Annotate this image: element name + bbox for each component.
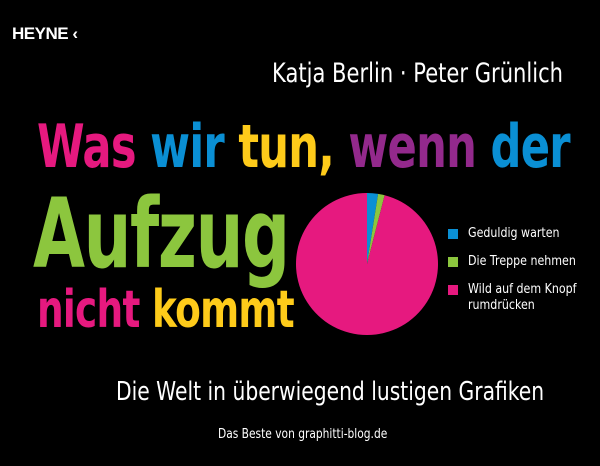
legend-item: Die Treppe nehmen: [448, 254, 596, 270]
publisher-name: HEYNE: [12, 24, 69, 43]
publisher-logo: HEYNE ‹: [12, 24, 78, 44]
title-word: kommt: [151, 280, 295, 340]
legend-swatch-green: [448, 257, 458, 267]
title-word: wir: [150, 112, 225, 182]
title-word: der: [490, 112, 571, 182]
title-word: Aufzug: [33, 178, 290, 290]
title-word: nicht: [37, 280, 140, 340]
pie-slice-2: [367, 193, 385, 264]
pie-chart: [296, 193, 438, 335]
legend-label: Die Treppe nehmen: [468, 254, 576, 269]
subtitle: Die Welt in überwiegend lustigen Grafike…: [116, 377, 545, 407]
title-word: wenn: [348, 112, 477, 182]
legend-label: Geduldig warten: [468, 226, 560, 241]
chart-legend: Geduldig warten Die Treppe nehmen Wild a…: [448, 226, 596, 326]
footer-note: Das Beste von graphitti-blog.de: [218, 427, 388, 442]
legend-swatch-blue: [448, 229, 458, 239]
legend-item: Wild auf dem Knopf rumdrücken: [448, 282, 596, 314]
pie-slice-3: [296, 193, 438, 335]
title-line-3: nicht kommt: [37, 280, 295, 340]
pie-slice-1: [367, 193, 379, 264]
legend-label-line: rumdrücken: [468, 298, 535, 313]
publisher-mark-icon: ‹: [72, 24, 78, 43]
title-word: Was: [37, 112, 137, 182]
legend-item: Geduldig warten: [448, 226, 596, 242]
legend-swatch-magenta: [448, 285, 458, 295]
authors: Katja Berlin · Peter Grünlich: [272, 58, 564, 89]
legend-label: Wild auf dem Knopf rumdrücken: [468, 282, 577, 314]
title-line-2: Aufzug: [33, 178, 290, 290]
legend-label-line: Wild auf dem Knopf: [468, 282, 577, 297]
title-word: tun,: [238, 112, 335, 182]
title-line-1: Was wir tun, wenn der: [37, 112, 571, 182]
